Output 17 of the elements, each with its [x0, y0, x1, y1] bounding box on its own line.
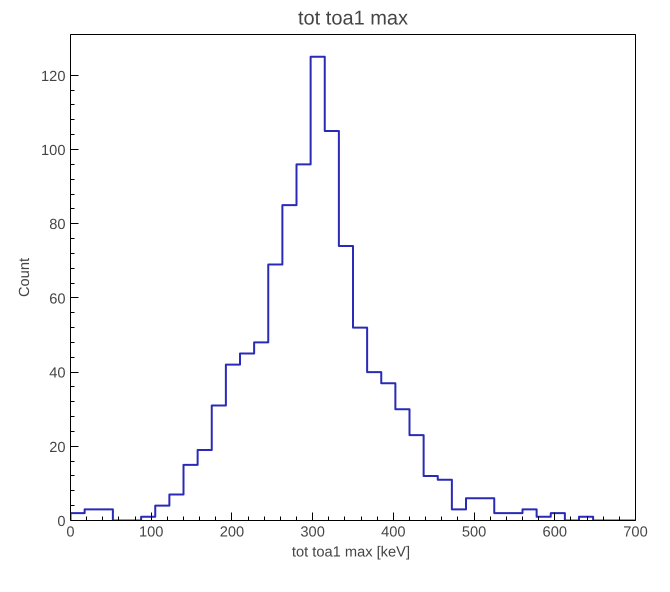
y-tick-label: 60 [49, 291, 66, 308]
x-tick-label: 600 [542, 524, 568, 540]
y-tick-label: 120 [41, 68, 66, 85]
x-tick-label: 500 [462, 524, 486, 540]
chart-title: tot toa1 max [298, 8, 408, 30]
y-axis-title: Count [17, 258, 34, 298]
x-tick-label: 200 [220, 524, 244, 540]
x-tick-label: 300 [300, 524, 325, 540]
x-tick-label: 700 [623, 524, 648, 540]
y-tick-label: 20 [49, 440, 66, 456]
x-tick-label: 400 [381, 524, 406, 540]
y-tick-label: 100 [41, 143, 66, 160]
y-tick-label: 80 [49, 217, 66, 234]
y-tick-label: 0 [57, 514, 66, 530]
x-tick-label: 100 [138, 524, 164, 540]
y-tick-label: 40 [49, 366, 66, 382]
x-axis-title: tot toa1 max [keV] [292, 544, 410, 560]
